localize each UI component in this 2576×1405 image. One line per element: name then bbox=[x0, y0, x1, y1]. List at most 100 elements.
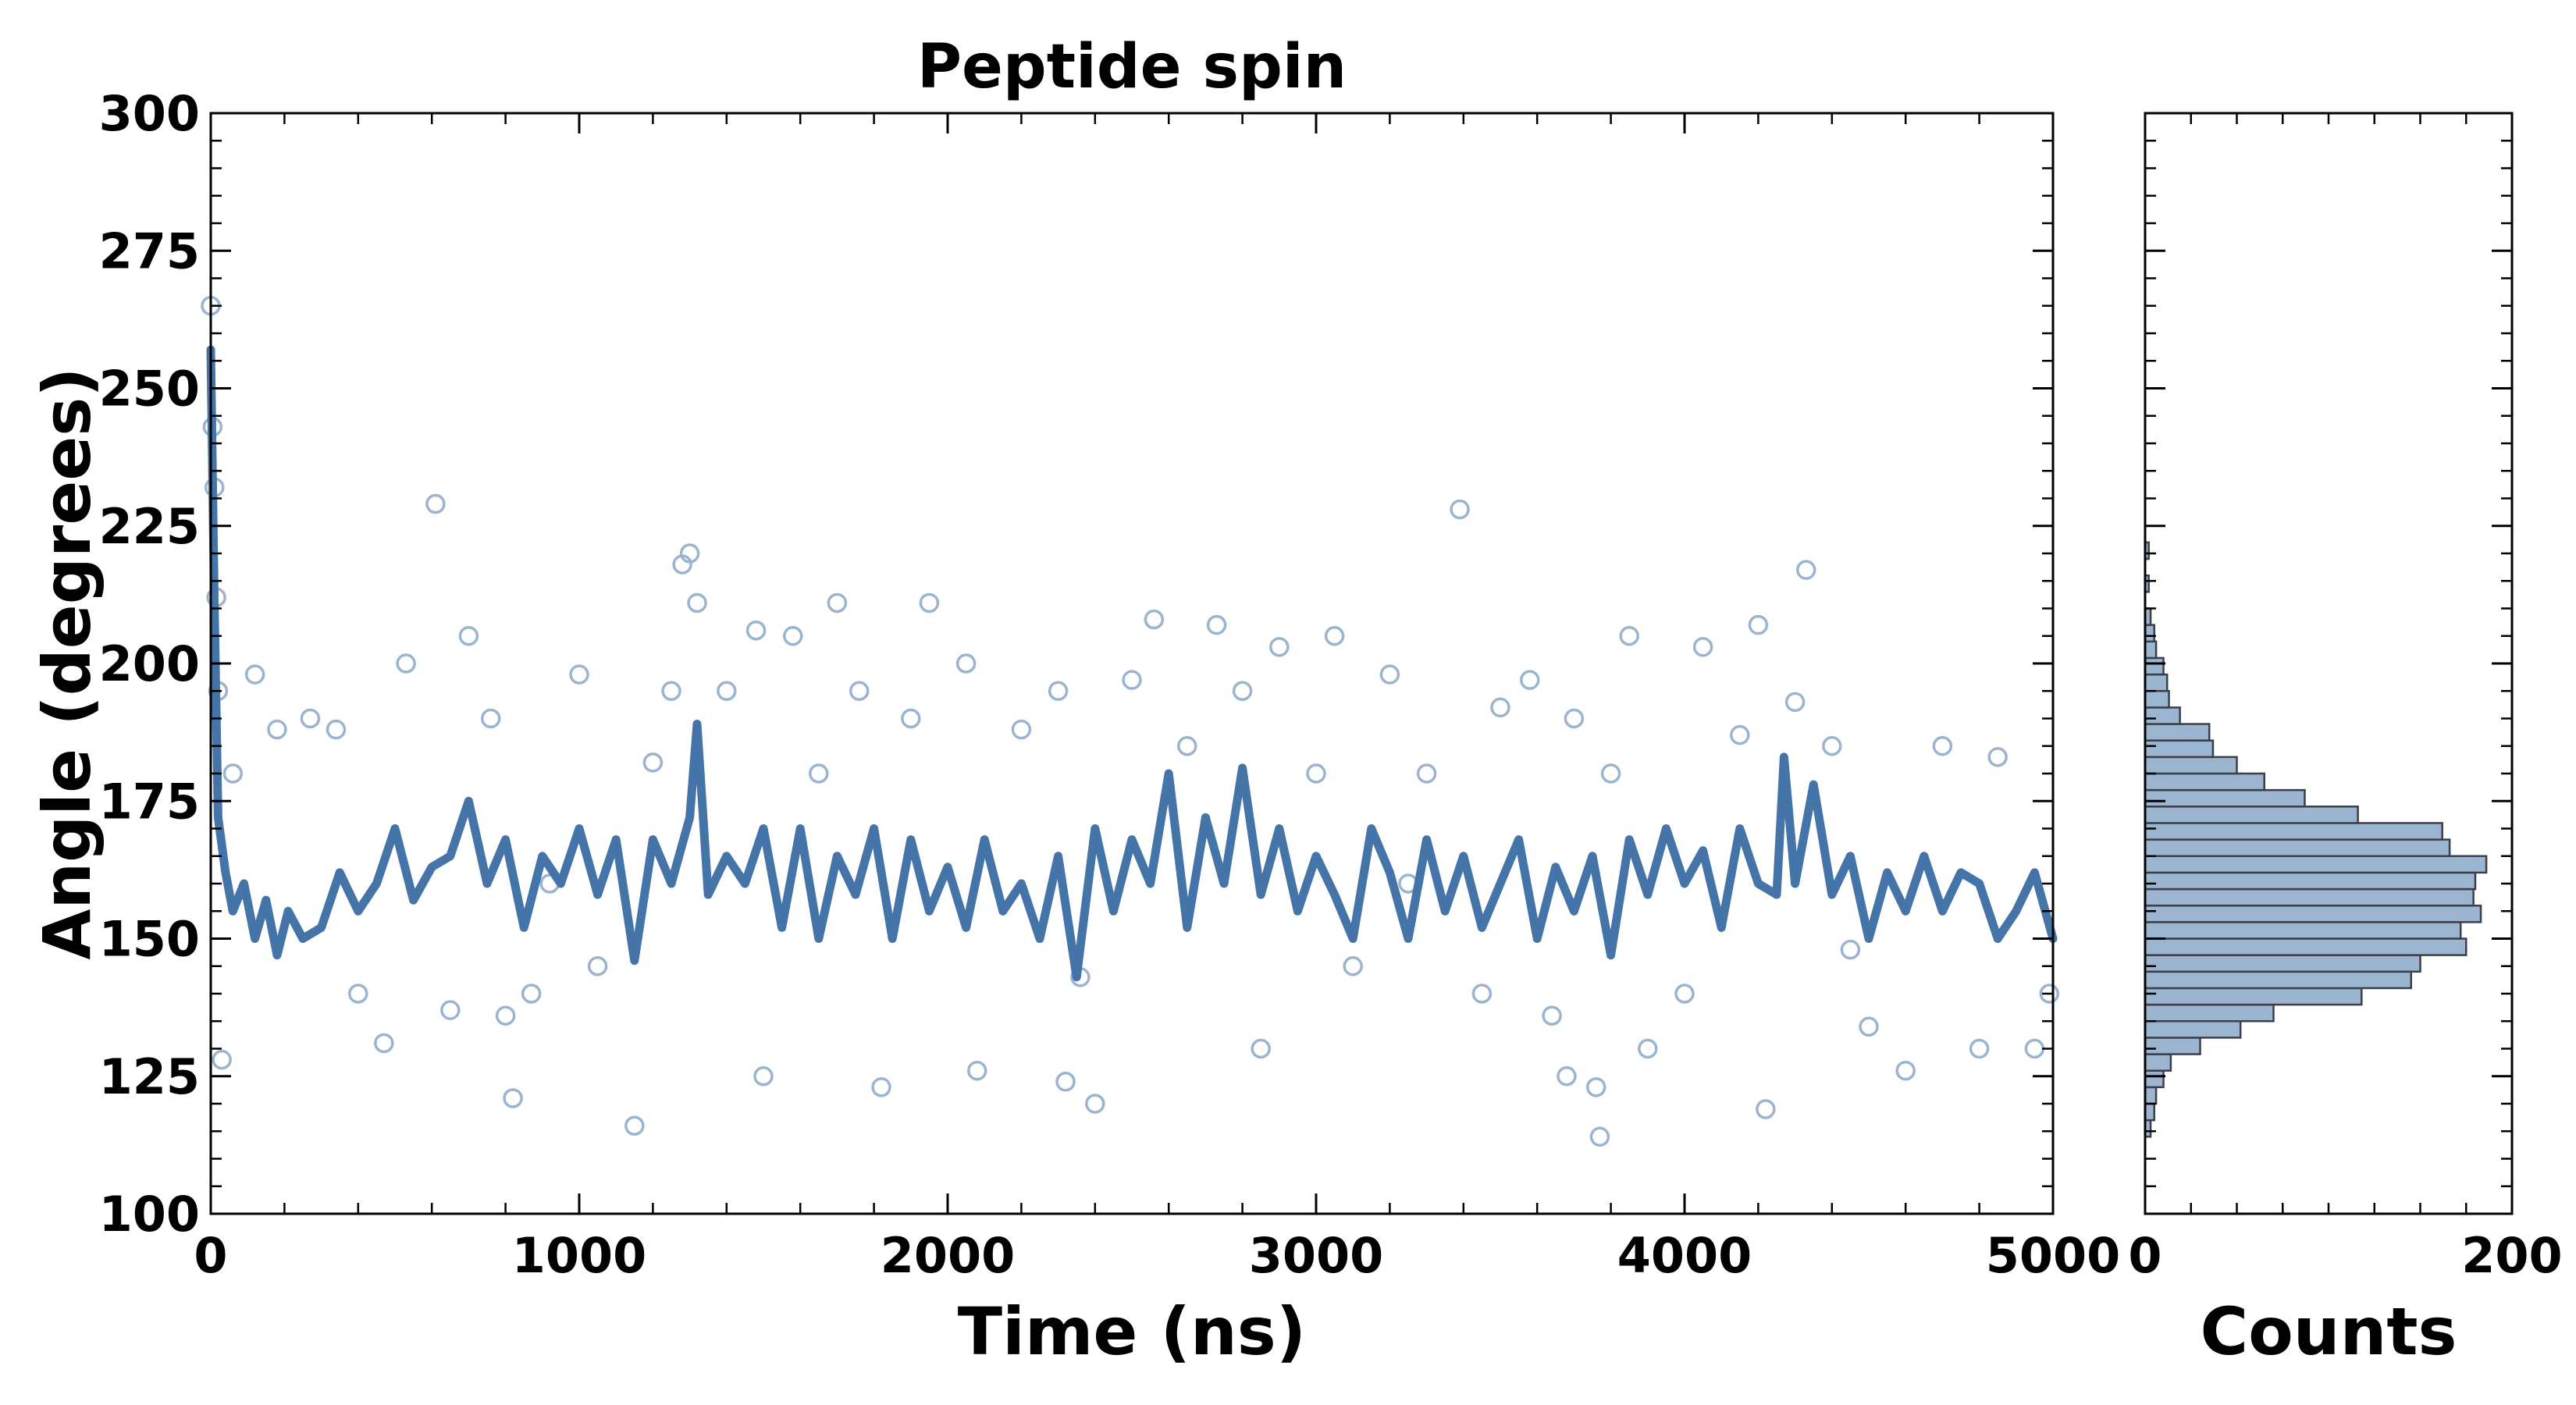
y-tick-label: 100 bbox=[99, 1186, 200, 1243]
histogram-bar bbox=[2144, 756, 2238, 775]
scatter-point bbox=[1784, 692, 1806, 713]
chart-title: Peptide spin bbox=[917, 32, 1347, 102]
scatter-point bbox=[1969, 1038, 1990, 1059]
scatter-point bbox=[1471, 984, 1493, 1004]
histogram-frame bbox=[2144, 112, 2514, 1215]
scatter-point bbox=[348, 984, 368, 1004]
histogram-bar bbox=[2144, 871, 2477, 891]
scatter-point bbox=[745, 620, 767, 641]
y-tick-label: 300 bbox=[99, 85, 200, 142]
scatter-points bbox=[201, 296, 2060, 1147]
x-tick-label: 0 bbox=[194, 1227, 227, 1284]
histogram-bar bbox=[2144, 887, 2475, 907]
y-tick-label: 200 bbox=[99, 635, 200, 692]
y-tick-label: 175 bbox=[99, 773, 200, 830]
scatter-point bbox=[1177, 736, 1197, 756]
scatter-point bbox=[374, 1033, 394, 1054]
histogram-bar bbox=[2144, 921, 2462, 940]
scatter-point bbox=[1122, 670, 1142, 690]
scatter-point bbox=[1232, 681, 1253, 701]
histogram-bar bbox=[2144, 838, 2451, 857]
scatter-point bbox=[2024, 1038, 2045, 1059]
scatter-point bbox=[396, 653, 416, 674]
scatter-point bbox=[1206, 614, 1227, 635]
scatter-point bbox=[967, 1060, 987, 1081]
histogram-bar bbox=[2144, 806, 2359, 824]
scatter-point bbox=[569, 664, 589, 685]
histogram-bar bbox=[2144, 1053, 2172, 1072]
scatter-point bbox=[267, 719, 287, 740]
scatter-point bbox=[1600, 763, 1621, 784]
x-tick-label: 3000 bbox=[1249, 1227, 1384, 1284]
scatter-point bbox=[1692, 637, 1713, 657]
scatter-point bbox=[222, 763, 244, 784]
scatter-point bbox=[624, 1115, 645, 1136]
scatter-point bbox=[1895, 1060, 1916, 1081]
scatter-point bbox=[1730, 724, 1750, 745]
histogram-x-label: Counts bbox=[2200, 1293, 2457, 1370]
scatter-point bbox=[587, 956, 608, 976]
scatter-point bbox=[1542, 1005, 1562, 1026]
scatter-point bbox=[642, 752, 664, 773]
scatter-point bbox=[1557, 1066, 1577, 1087]
histogram-bar bbox=[2144, 788, 2306, 808]
scatter-point bbox=[495, 1005, 516, 1026]
scatter-point bbox=[1589, 1126, 1610, 1147]
histogram-bar bbox=[2144, 1086, 2158, 1105]
scatter-point bbox=[901, 708, 921, 729]
scatter-point bbox=[827, 592, 848, 614]
scatter-point bbox=[1416, 763, 1437, 784]
y-tick-label: 150 bbox=[99, 911, 200, 968]
histogram-ticks bbox=[2144, 112, 2514, 1215]
x-tick-label: 2000 bbox=[881, 1227, 1016, 1284]
scatter-point bbox=[661, 681, 681, 701]
x-tick-labels: 0 1000 2000 3000 4000 5000 bbox=[194, 1227, 2120, 1284]
scatter-point bbox=[783, 626, 803, 646]
scatter-point bbox=[1840, 939, 1861, 960]
y-tick-labels: 100 125 150 175 200 225 250 275 300 bbox=[99, 85, 200, 1243]
scatter-point bbox=[1748, 614, 1769, 635]
histogram-x-tick-label: 200 bbox=[2461, 1227, 2562, 1284]
x-axis-label: Time (ns) bbox=[958, 1293, 1306, 1370]
histogram-bar bbox=[2144, 706, 2181, 725]
scatter-point bbox=[1269, 637, 1290, 657]
scatter-point bbox=[244, 664, 265, 685]
scatter-point bbox=[871, 1077, 891, 1097]
histogram-plot: 0 200 bbox=[2128, 112, 2563, 1284]
scatter-point bbox=[1796, 560, 1816, 580]
scatter-point bbox=[1564, 708, 1585, 729]
scatter-point bbox=[503, 1088, 523, 1108]
smoothed-line bbox=[206, 345, 2058, 982]
histogram-bar bbox=[2144, 822, 2443, 841]
histogram-bar bbox=[2144, 624, 2155, 643]
y-axis-label: Angle (degrees) bbox=[29, 367, 105, 959]
histogram-bar bbox=[2144, 1069, 2165, 1089]
scatter-point bbox=[212, 1049, 232, 1070]
histogram-bar bbox=[2144, 1003, 2275, 1023]
scatter-point bbox=[1756, 1099, 1776, 1119]
histogram-bar bbox=[2144, 656, 2165, 676]
scatter-point bbox=[687, 592, 707, 614]
histogram-bar bbox=[2144, 904, 2482, 923]
histogram-bar bbox=[2144, 739, 2215, 759]
scatter-point bbox=[1343, 956, 1363, 976]
histogram-bar bbox=[2144, 855, 2488, 874]
scatter-point bbox=[849, 681, 870, 701]
scatter-point bbox=[1048, 681, 1069, 701]
scatter-point bbox=[1011, 719, 1032, 740]
histogram-bars bbox=[2144, 541, 2488, 1138]
histogram-bar bbox=[2144, 1102, 2155, 1122]
scatter-point bbox=[1055, 1072, 1076, 1092]
histogram-bar bbox=[2144, 1037, 2201, 1055]
y-tick-label: 275 bbox=[99, 222, 200, 279]
histogram-bar bbox=[2144, 640, 2158, 660]
histogram-bar bbox=[2144, 987, 2363, 1006]
histogram-bar bbox=[2144, 937, 2467, 956]
histogram-bar bbox=[2144, 673, 2169, 692]
scatter-point bbox=[955, 653, 977, 674]
scatter-point bbox=[1619, 626, 1639, 646]
scatter-point bbox=[1932, 736, 1953, 756]
histogram-bar bbox=[2144, 723, 2211, 742]
x-tick-label: 4000 bbox=[1617, 1227, 1752, 1284]
